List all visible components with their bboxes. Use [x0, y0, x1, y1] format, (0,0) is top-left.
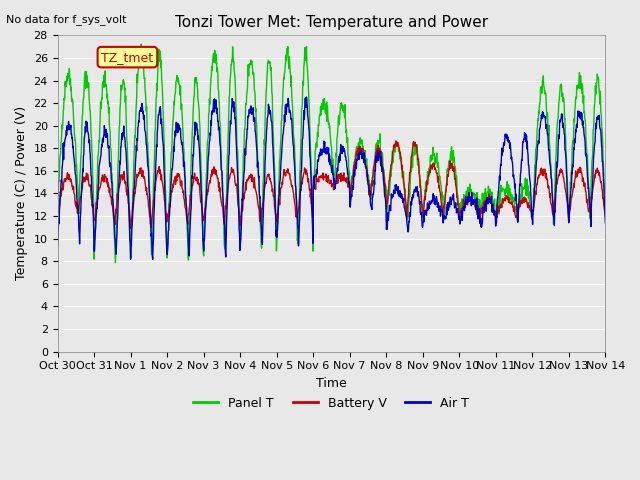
Air T: [602, 220, 609, 226]
Legend: Panel T, Battery V, Air T: Panel T, Battery V, Air T: [189, 392, 474, 415]
Panel T: [537, 84, 545, 90]
Text: TZ_tmet: TZ_tmet: [101, 50, 154, 64]
Line: Battery V: Battery V: [58, 141, 605, 228]
Air T: [237, 230, 245, 236]
Panel T: [176, 92, 184, 98]
Panel T: [138, 41, 145, 47]
Battery V: [489, 201, 497, 206]
Air T: [127, 256, 134, 262]
Panel T: [602, 210, 609, 216]
Line: Panel T: Panel T: [58, 44, 605, 263]
Title: Tonzi Tower Met: Temperature and Power: Tonzi Tower Met: Temperature and Power: [175, 15, 488, 30]
Air T: [417, 212, 425, 217]
Air T: [54, 243, 61, 249]
Battery V: [54, 212, 61, 217]
Air T: [489, 202, 497, 208]
Panel T: [163, 243, 171, 249]
Line: Air T: Air T: [58, 97, 605, 259]
Battery V: [537, 171, 545, 177]
Y-axis label: Temperature (C) / Power (V): Temperature (C) / Power (V): [15, 107, 28, 280]
Panel T: [237, 211, 245, 216]
Air T: [176, 125, 184, 131]
Battery V: [163, 218, 170, 224]
Battery V: [417, 193, 425, 199]
Air T: [163, 237, 170, 243]
Battery V: [127, 226, 134, 231]
Panel T: [489, 197, 497, 203]
Battery V: [602, 214, 609, 219]
Battery V: [392, 138, 400, 144]
Panel T: [54, 205, 61, 211]
Battery V: [176, 175, 184, 180]
Text: No data for f_sys_volt: No data for f_sys_volt: [6, 14, 127, 25]
Panel T: [111, 260, 119, 265]
Panel T: [417, 189, 425, 195]
Air T: [303, 94, 310, 100]
Air T: [537, 118, 545, 124]
X-axis label: Time: Time: [316, 377, 347, 390]
Battery V: [237, 215, 245, 221]
